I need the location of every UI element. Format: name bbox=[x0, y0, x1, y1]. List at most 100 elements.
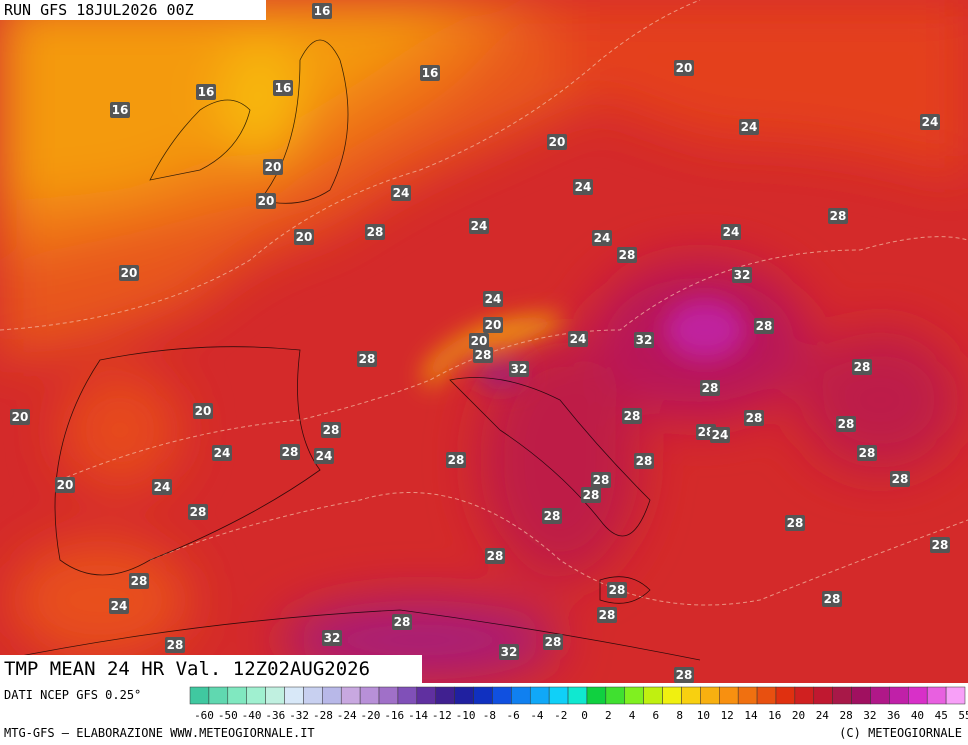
contour-label: 28 bbox=[854, 360, 871, 374]
scale-swatch bbox=[756, 686, 777, 705]
label-box bbox=[391, 185, 411, 201]
scale-label: 20 bbox=[792, 709, 805, 722]
scale-swatch bbox=[492, 686, 512, 705]
contour-label: 28 bbox=[475, 348, 492, 362]
label-box bbox=[581, 487, 601, 503]
contour-label: 28 bbox=[545, 635, 562, 649]
label-box bbox=[607, 582, 627, 598]
contour-label: 20 bbox=[485, 318, 502, 332]
scale-label: 14 bbox=[744, 709, 758, 722]
scale-label: 24 bbox=[816, 709, 830, 722]
label-box bbox=[483, 317, 503, 333]
scale-swatch bbox=[945, 686, 966, 705]
label-box bbox=[110, 102, 130, 118]
scale-swatch bbox=[926, 686, 947, 705]
scale-label: -6 bbox=[507, 709, 520, 722]
contour-label: 28 bbox=[892, 472, 909, 486]
credits-label: MTG-GFS — ELABORAZIONE WWW.METEOGIORNALE… bbox=[4, 726, 315, 740]
label-box bbox=[499, 644, 519, 660]
scale-swatch bbox=[870, 686, 890, 705]
label-box bbox=[152, 479, 172, 495]
contour-label: 28 bbox=[593, 473, 610, 487]
label-box bbox=[273, 80, 293, 96]
contour-label: 28 bbox=[619, 248, 636, 262]
scale-label: 0 bbox=[581, 709, 588, 722]
label-box bbox=[836, 416, 856, 432]
label-box bbox=[754, 318, 774, 334]
scale-swatch bbox=[832, 686, 852, 705]
scale-label: -32 bbox=[289, 709, 309, 722]
contour-label: 16 bbox=[198, 85, 215, 99]
label-box bbox=[930, 537, 950, 553]
contour-label: 16 bbox=[422, 66, 439, 80]
contour-label: 28 bbox=[636, 454, 653, 468]
source-label: DATI NCEP GFS 0.25° bbox=[4, 688, 142, 702]
scale-swatch bbox=[359, 686, 380, 705]
contour-label: 28 bbox=[932, 538, 949, 552]
scale-label: -60 bbox=[194, 709, 214, 722]
label-box bbox=[312, 3, 332, 19]
label-box bbox=[822, 591, 842, 607]
label-box bbox=[852, 359, 872, 375]
contour-label: 28 bbox=[756, 319, 773, 333]
label-box bbox=[597, 607, 617, 623]
contour-label: 28 bbox=[583, 488, 600, 502]
scale-label: -4 bbox=[530, 709, 544, 722]
contour-label: 28 bbox=[190, 505, 207, 519]
label-box bbox=[732, 267, 752, 283]
contour-label: 28 bbox=[676, 668, 693, 682]
scale-label: 4 bbox=[629, 709, 636, 722]
label-box bbox=[188, 504, 208, 520]
contour-label: 28 bbox=[359, 352, 376, 366]
contour-label: 28 bbox=[609, 583, 626, 597]
label-box bbox=[674, 667, 694, 683]
contour-label: 32 bbox=[501, 645, 518, 659]
contour-label: 28 bbox=[624, 409, 641, 423]
scale-swatch bbox=[586, 686, 607, 705]
scale-swatch bbox=[889, 686, 909, 705]
scale-swatch bbox=[416, 686, 436, 705]
scale-label: -50 bbox=[218, 709, 238, 722]
contour-label: 32 bbox=[324, 631, 341, 645]
contour-label: 28 bbox=[599, 608, 616, 622]
contour-label: 24 bbox=[471, 219, 488, 233]
label-box bbox=[469, 218, 489, 234]
label-box bbox=[483, 291, 503, 307]
label-box bbox=[256, 193, 276, 209]
scale-label: -12 bbox=[432, 709, 452, 722]
label-box bbox=[744, 410, 764, 426]
scale-swatch bbox=[813, 686, 833, 705]
label-box bbox=[592, 230, 612, 246]
label-box bbox=[321, 422, 341, 438]
contour-label: 28 bbox=[487, 549, 504, 563]
contour-label: 32 bbox=[734, 268, 751, 282]
scale-swatch bbox=[662, 686, 682, 705]
scale-label: 16 bbox=[768, 709, 781, 722]
label-box bbox=[392, 614, 412, 630]
scale-label: 36 bbox=[887, 709, 900, 722]
scale-label: 28 bbox=[839, 709, 852, 722]
contour-label: 28 bbox=[838, 417, 855, 431]
label-box bbox=[543, 634, 563, 650]
label-box bbox=[700, 380, 720, 396]
label-box bbox=[314, 448, 334, 464]
label-box bbox=[365, 224, 385, 240]
contour-label: 24 bbox=[316, 449, 333, 463]
contour-label: 28 bbox=[746, 411, 763, 425]
contour-label: 16 bbox=[112, 103, 129, 117]
scale-label: 40 bbox=[911, 709, 924, 722]
contour-label: 20 bbox=[12, 410, 29, 424]
label-box bbox=[263, 159, 283, 175]
scale-swatch bbox=[737, 686, 758, 705]
contour-label: 28 bbox=[367, 225, 384, 239]
label-box bbox=[509, 361, 529, 377]
label-box bbox=[573, 179, 593, 195]
contour-label: 28 bbox=[830, 209, 847, 223]
label-box bbox=[193, 403, 213, 419]
copyright-label: (C) METEOGIORNALE bbox=[839, 726, 962, 740]
contour-label: 28 bbox=[702, 381, 719, 395]
contour-label: 20 bbox=[265, 160, 282, 174]
label-box bbox=[634, 332, 654, 348]
scale-label: -40 bbox=[242, 709, 262, 722]
